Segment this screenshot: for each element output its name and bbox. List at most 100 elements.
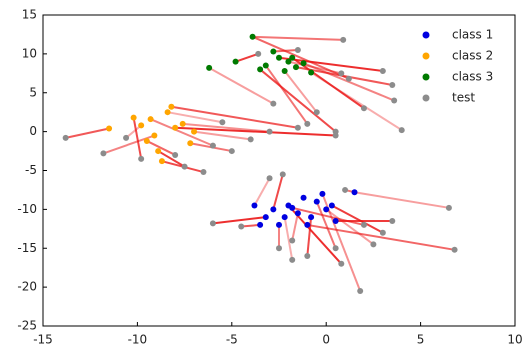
point bbox=[270, 100, 277, 107]
point bbox=[228, 148, 235, 155]
point bbox=[270, 48, 277, 55]
point bbox=[238, 223, 245, 230]
link-line bbox=[291, 206, 365, 226]
legend-label: class 3 bbox=[452, 70, 493, 84]
x-tick-label: -10 bbox=[128, 333, 148, 347]
point bbox=[249, 33, 256, 40]
point bbox=[219, 119, 226, 126]
x-tick-label: -15 bbox=[33, 333, 53, 347]
point bbox=[451, 246, 458, 253]
point bbox=[257, 66, 264, 73]
point bbox=[266, 175, 273, 182]
point bbox=[379, 67, 386, 74]
point bbox=[338, 260, 345, 267]
link-line bbox=[303, 62, 395, 102]
point bbox=[191, 128, 198, 135]
point bbox=[357, 288, 364, 295]
point bbox=[270, 206, 277, 213]
point bbox=[158, 158, 165, 165]
link-line bbox=[157, 150, 186, 168]
point bbox=[304, 253, 311, 260]
point bbox=[187, 140, 194, 147]
point bbox=[172, 151, 179, 158]
legend-label: test bbox=[452, 91, 475, 105]
point bbox=[276, 221, 282, 228]
link-line bbox=[252, 35, 344, 41]
link-line bbox=[252, 35, 350, 80]
legend-marker bbox=[422, 52, 430, 60]
y-tick-label: 10 bbox=[22, 46, 37, 60]
link-line bbox=[259, 68, 337, 133]
point bbox=[147, 116, 154, 123]
plot-frame bbox=[42, 14, 516, 327]
point bbox=[262, 62, 269, 69]
point bbox=[100, 150, 107, 157]
point bbox=[360, 221, 367, 228]
point bbox=[389, 81, 396, 88]
point bbox=[323, 206, 330, 213]
point bbox=[257, 221, 264, 228]
point bbox=[294, 46, 301, 53]
link-line bbox=[291, 213, 299, 241]
link-line bbox=[331, 204, 384, 234]
point bbox=[281, 67, 288, 74]
point bbox=[313, 109, 320, 116]
point bbox=[123, 134, 130, 141]
link-line bbox=[65, 127, 110, 139]
point bbox=[292, 64, 299, 71]
link-line bbox=[253, 177, 271, 206]
link-line bbox=[167, 111, 223, 124]
point bbox=[304, 120, 311, 127]
x-tick-label: 10 bbox=[507, 333, 522, 347]
point bbox=[389, 218, 396, 225]
link-line bbox=[125, 124, 142, 139]
y-tick-label: -10 bbox=[17, 202, 37, 216]
point bbox=[319, 190, 326, 197]
link-line bbox=[175, 126, 336, 137]
point bbox=[351, 189, 358, 196]
point bbox=[276, 245, 282, 252]
point bbox=[313, 198, 320, 205]
x-tick-label: 5 bbox=[417, 333, 425, 347]
point bbox=[279, 171, 286, 178]
point bbox=[370, 241, 377, 248]
point bbox=[300, 194, 307, 201]
point bbox=[289, 54, 296, 61]
point bbox=[308, 214, 315, 221]
point bbox=[445, 204, 452, 211]
legend-marker bbox=[422, 31, 430, 39]
point bbox=[342, 186, 349, 193]
y-tick-label: 15 bbox=[22, 8, 37, 22]
point bbox=[332, 128, 339, 135]
link-line bbox=[193, 130, 251, 141]
link-line bbox=[146, 140, 176, 156]
point bbox=[304, 221, 311, 228]
link-line bbox=[182, 122, 270, 133]
link-line bbox=[171, 105, 299, 129]
point bbox=[285, 58, 292, 65]
link-line bbox=[291, 56, 365, 110]
point bbox=[62, 134, 69, 141]
point bbox=[130, 114, 137, 121]
point bbox=[151, 132, 158, 139]
link-line bbox=[132, 117, 143, 160]
link-line bbox=[354, 191, 450, 209]
point bbox=[345, 75, 352, 82]
y-tick-label: -5 bbox=[25, 163, 37, 177]
point bbox=[332, 245, 339, 252]
point bbox=[247, 136, 254, 143]
y-tick-label: -15 bbox=[17, 241, 37, 255]
point bbox=[164, 109, 171, 116]
point bbox=[289, 256, 296, 263]
y-tick-label: 0 bbox=[29, 124, 37, 138]
link-line bbox=[212, 216, 266, 225]
point bbox=[340, 36, 347, 43]
point bbox=[232, 58, 239, 65]
point bbox=[179, 120, 186, 127]
point bbox=[276, 54, 282, 61]
point bbox=[172, 124, 179, 131]
point bbox=[206, 64, 213, 71]
legend-label: class 2 bbox=[452, 49, 493, 63]
point bbox=[360, 105, 367, 112]
